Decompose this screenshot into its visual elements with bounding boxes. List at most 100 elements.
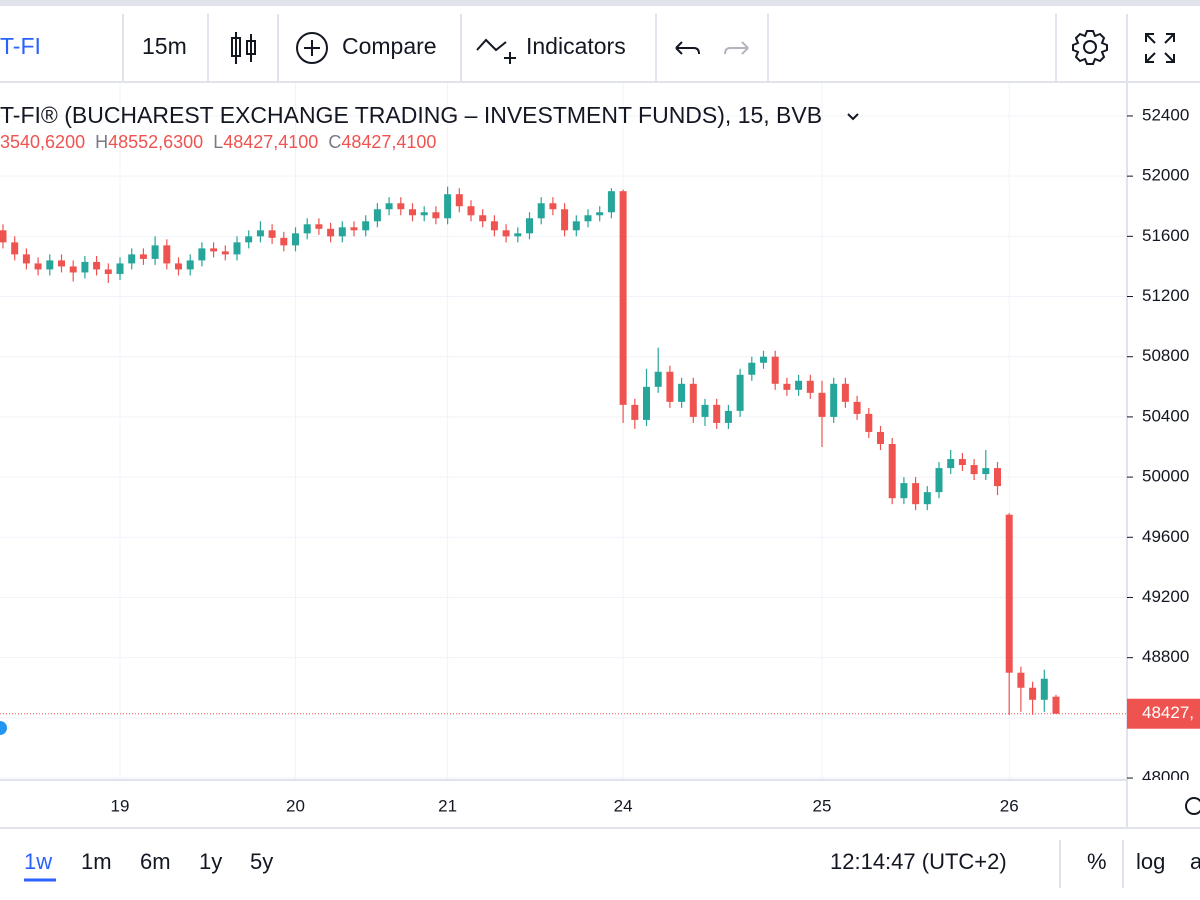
indicators-icon[interactable] bbox=[476, 38, 516, 64]
y-tick-label: 50400 bbox=[1142, 406, 1189, 425]
axis-settings-icon[interactable] bbox=[1185, 797, 1200, 815]
range-button[interactable]: 1m bbox=[81, 849, 112, 874]
scroll-handle[interactable] bbox=[0, 721, 7, 735]
ohlc-legend: 3540,6200 H 48552,6300 L 48427,4100 C 48427,41… bbox=[0, 132, 436, 152]
range-button[interactable]: 6m bbox=[140, 849, 171, 874]
candle-body bbox=[198, 248, 206, 261]
candle-body bbox=[256, 230, 264, 237]
candle-body bbox=[268, 230, 276, 238]
last-price-badge bbox=[1127, 698, 1200, 729]
candle-body bbox=[561, 209, 569, 231]
candle-body bbox=[139, 254, 147, 259]
range-button[interactable]: 1w bbox=[24, 849, 52, 874]
candle-body bbox=[233, 242, 241, 255]
candle-body bbox=[350, 227, 358, 231]
log-button[interactable]: log bbox=[1136, 849, 1165, 874]
candle-body bbox=[385, 203, 393, 210]
candle-body bbox=[221, 251, 229, 255]
candle-body bbox=[888, 443, 896, 499]
y-tick-label: 51600 bbox=[1142, 226, 1189, 245]
candle-body bbox=[479, 215, 487, 222]
range-button[interactable]: 1y bbox=[199, 849, 222, 874]
candle-body bbox=[736, 374, 744, 411]
candle-body bbox=[689, 383, 697, 417]
candle-body bbox=[116, 263, 124, 274]
candle-body bbox=[724, 410, 732, 423]
candle-body bbox=[596, 212, 604, 216]
price-axis: 4800048400488004920049600500005040050800… bbox=[1127, 105, 1200, 780]
legend-key: H bbox=[95, 132, 108, 152]
candle-body bbox=[900, 483, 908, 499]
candle-body bbox=[572, 221, 580, 231]
candle-body bbox=[654, 371, 662, 387]
compare-icon[interactable] bbox=[296, 32, 328, 64]
candle-body bbox=[175, 263, 182, 270]
candle-body bbox=[210, 248, 218, 252]
legend-value: 48427,4100 bbox=[341, 132, 436, 152]
candle-body bbox=[537, 203, 545, 219]
toolbar: T-FI 15m Compare Indicators bbox=[0, 14, 1200, 83]
legend-key: L bbox=[213, 132, 223, 152]
candle-body bbox=[970, 465, 978, 475]
candle-body bbox=[549, 203, 557, 210]
candle-body bbox=[362, 221, 370, 231]
candle-body bbox=[701, 404, 709, 417]
candle-body bbox=[1040, 678, 1048, 700]
candle-body bbox=[432, 212, 440, 219]
last-price-label: 48427, bbox=[1142, 703, 1194, 722]
candle-body bbox=[490, 221, 498, 231]
compare-button[interactable]: Compare bbox=[342, 33, 437, 59]
candle-body bbox=[93, 261, 101, 270]
candle-body bbox=[795, 380, 803, 390]
settings-icon[interactable] bbox=[1072, 30, 1108, 65]
candle-body bbox=[104, 269, 112, 274]
fullscreen-icon[interactable] bbox=[1145, 33, 1175, 63]
candle-body bbox=[303, 224, 311, 234]
candle-body bbox=[292, 233, 299, 246]
candle-body bbox=[338, 227, 346, 237]
bottom-bar: 12:14:47 (UTC+2) % log a 1w 1m 6m 1y 5y bbox=[24, 840, 1200, 888]
clock: 12:14:47 (UTC+2) bbox=[830, 849, 1007, 874]
candle-body bbox=[584, 215, 592, 222]
candle-body bbox=[771, 356, 779, 384]
y-tick-label: 50800 bbox=[1142, 346, 1189, 365]
candle-body bbox=[526, 218, 533, 234]
candle-body bbox=[373, 209, 381, 222]
candle-body bbox=[502, 230, 510, 237]
candle-body bbox=[631, 404, 639, 420]
candle-body bbox=[643, 386, 650, 420]
candle-body bbox=[186, 260, 194, 270]
candle-body bbox=[806, 380, 814, 393]
title-dropdown-icon[interactable] bbox=[847, 113, 859, 121]
candle-body bbox=[1029, 687, 1037, 700]
y-tick-label: 50000 bbox=[1142, 467, 1189, 486]
candle-body bbox=[397, 203, 405, 210]
x-tick-label: 19 bbox=[111, 796, 130, 815]
candle-body bbox=[760, 356, 767, 363]
range-button[interactable]: 5y bbox=[250, 849, 273, 874]
auto-button[interactable]: a bbox=[1190, 849, 1200, 874]
candle-body bbox=[455, 194, 463, 207]
redo-icon[interactable] bbox=[724, 41, 749, 55]
chart-style-icon[interactable] bbox=[231, 32, 256, 64]
interval-button[interactable]: 15m bbox=[142, 33, 187, 59]
chart-title: T-FI® (BUCHAREST EXCHANGE TRADING – INVE… bbox=[0, 102, 822, 128]
symbol-button[interactable]: T-FI bbox=[0, 33, 41, 59]
candle-body bbox=[444, 194, 452, 219]
legend-value: 48427,4100 bbox=[223, 132, 318, 152]
percent-button[interactable]: % bbox=[1087, 849, 1107, 874]
indicators-button[interactable]: Indicators bbox=[526, 33, 626, 59]
top-strip bbox=[0, 0, 1200, 6]
candle-body bbox=[1017, 672, 1025, 688]
candle-body bbox=[514, 233, 522, 237]
candle-body bbox=[877, 431, 884, 444]
candle-body bbox=[34, 263, 42, 270]
undo-icon[interactable] bbox=[675, 41, 700, 55]
candle-body bbox=[151, 245, 159, 259]
candle-body bbox=[818, 392, 826, 417]
y-tick-label: 48800 bbox=[1142, 647, 1189, 666]
candle-body bbox=[619, 191, 627, 405]
candle-body bbox=[81, 261, 89, 273]
